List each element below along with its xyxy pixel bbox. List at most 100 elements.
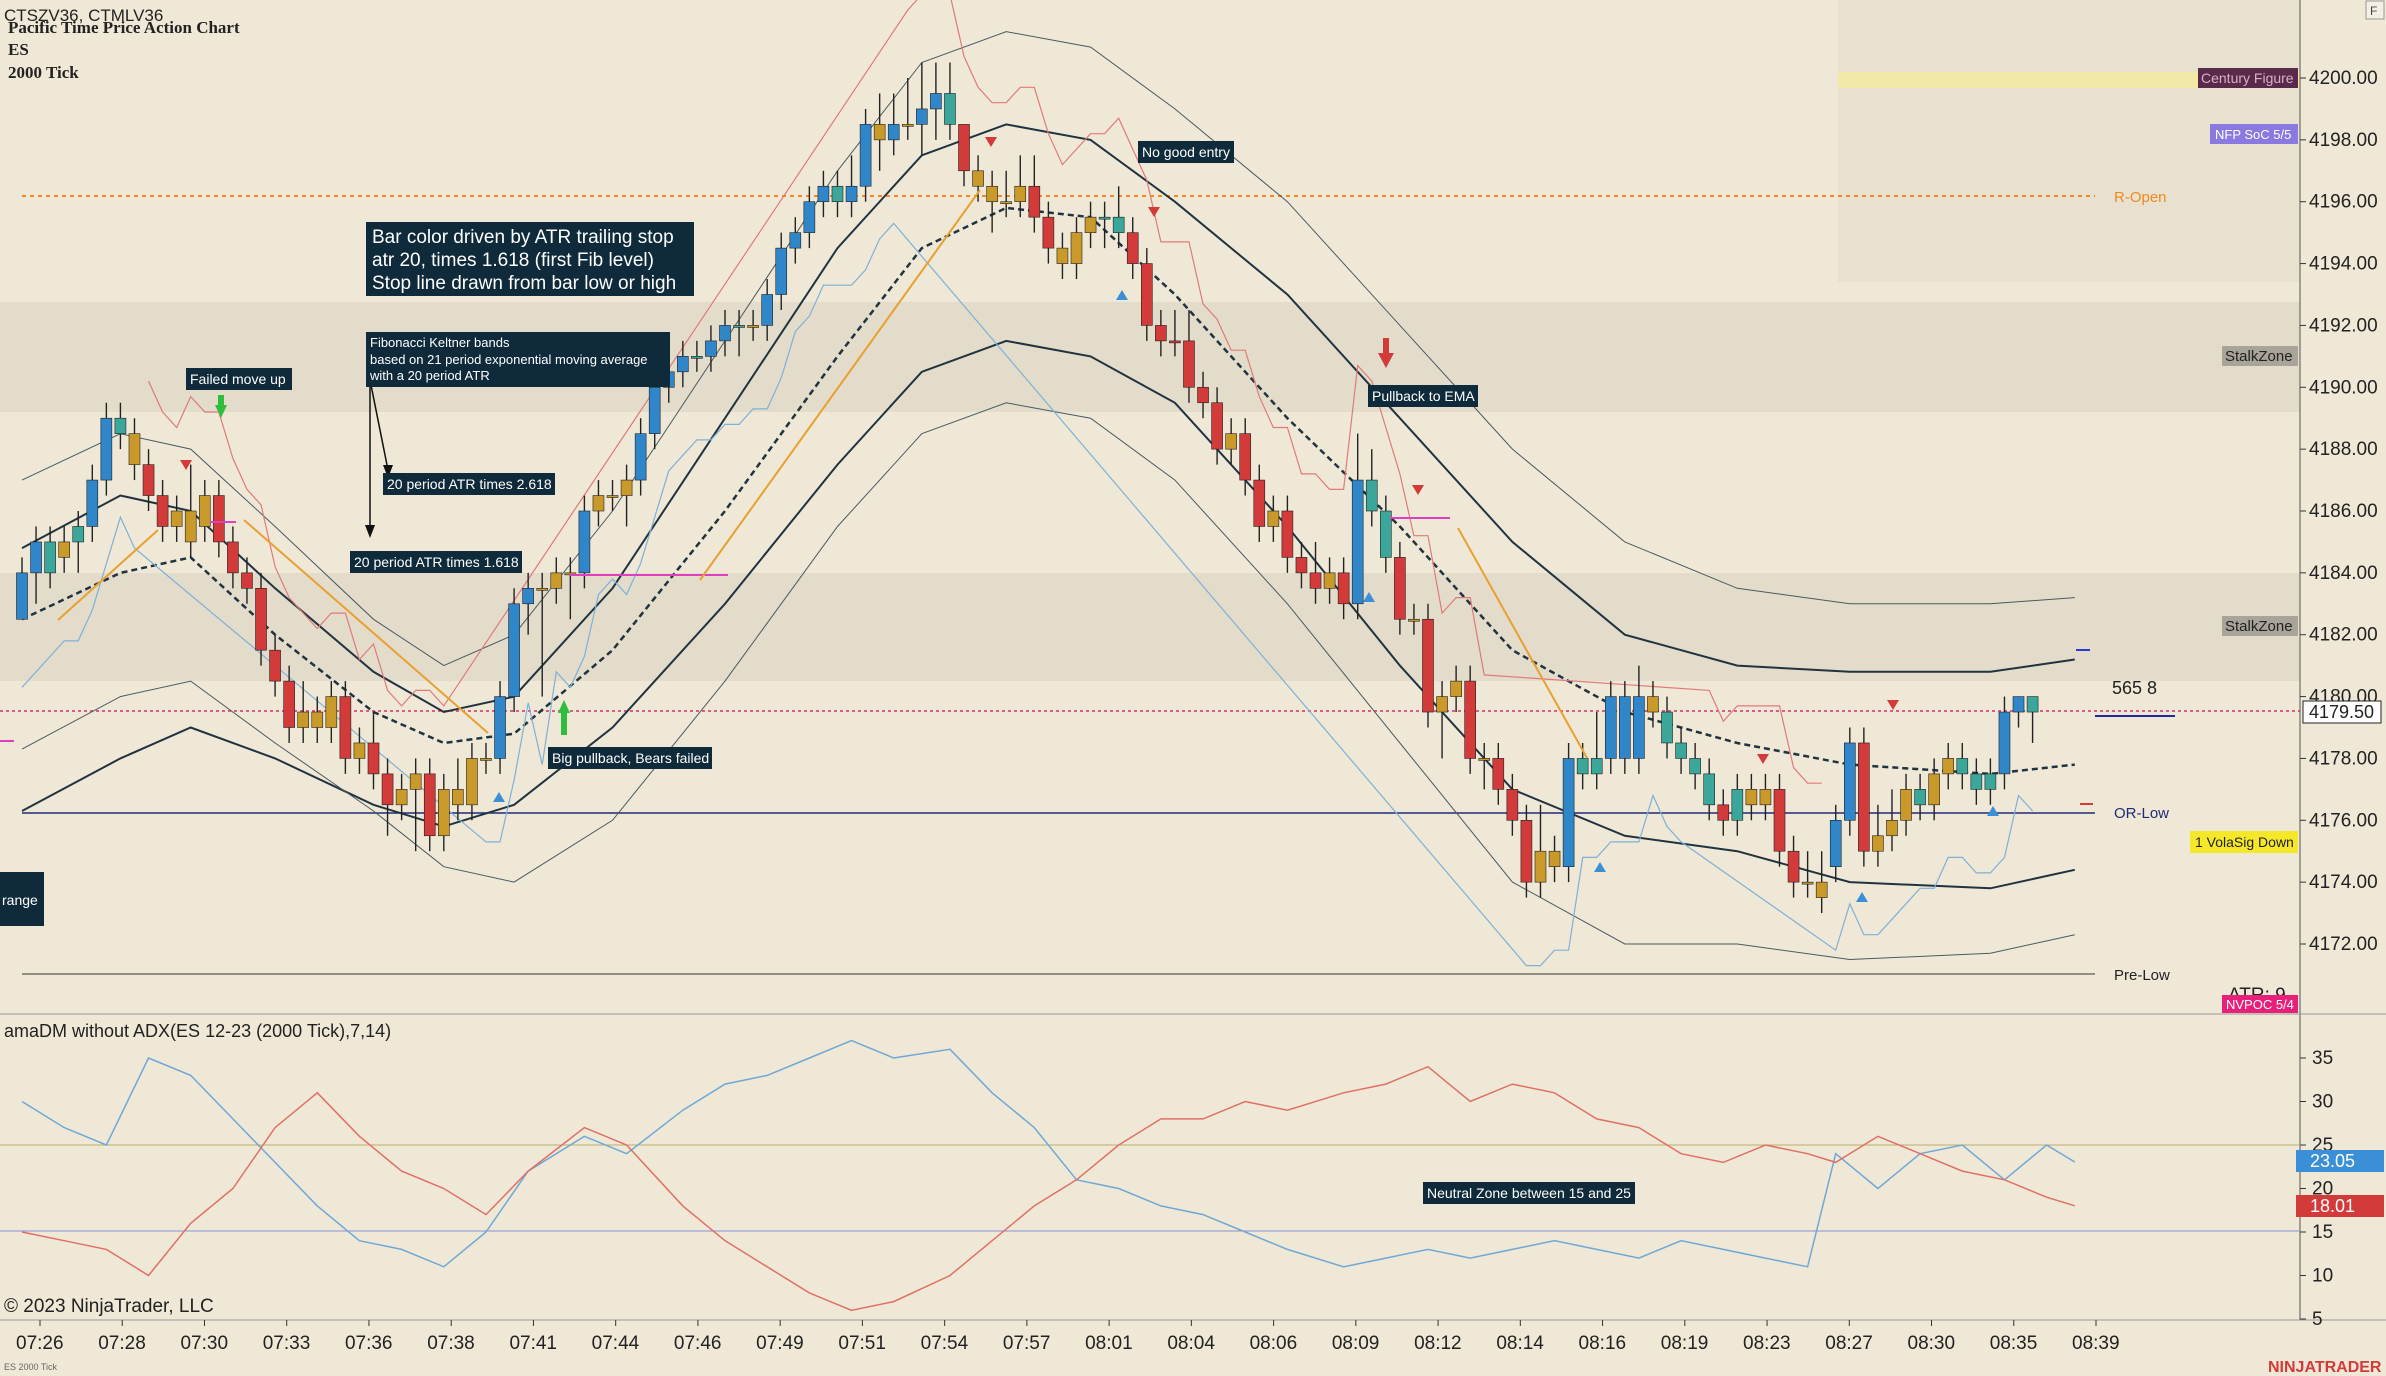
candle-body — [1703, 773, 1715, 806]
candle-body — [227, 541, 239, 574]
candle-body — [1956, 758, 1969, 775]
indicator-tick-label: 5 — [2312, 1309, 2323, 1330]
green-down-arrow — [215, 405, 227, 418]
candle-body — [1183, 340, 1195, 388]
candle-body — [817, 185, 830, 203]
price-tick-label: 4192.00 — [2309, 315, 2378, 336]
century-figure-badge — [2198, 68, 2298, 88]
candle-body — [1070, 232, 1083, 264]
long-signal-triangle — [1594, 862, 1606, 872]
candle-body — [339, 696, 352, 759]
green-arrow-shaft — [218, 395, 224, 406]
stalk-zone-lower — [0, 573, 2300, 681]
candle-body — [522, 588, 534, 605]
candle-body — [1211, 402, 1223, 450]
time-tick-label: 07:54 — [921, 1333, 969, 1354]
range-fragment-text: range — [2, 892, 38, 908]
candle-body — [958, 124, 970, 172]
indicator-tick-label: 35 — [2312, 1048, 2333, 1069]
time-tick-label: 07:26 — [16, 1333, 64, 1354]
current-price-label: 4179.50 — [2309, 702, 2374, 722]
pullback-ema-text: Pullback to EMA — [1372, 388, 1475, 404]
price-tick-label: 4188.00 — [2309, 439, 2378, 460]
candle-body — [1731, 789, 1744, 821]
volume-counter: 565 8 — [2112, 678, 2157, 698]
candle-body — [1506, 789, 1519, 821]
candle-body — [1365, 479, 1378, 512]
candle-body — [1590, 758, 1603, 775]
chart-period: 2000 Tick — [8, 63, 79, 82]
stalk-zone-label-2: StalkZone — [2225, 618, 2293, 635]
candle-body — [620, 479, 633, 496]
candle-body — [677, 356, 689, 373]
long-signal-triangle — [1987, 806, 1999, 816]
time-tick-label: 07:30 — [180, 1333, 228, 1354]
candle-body — [1759, 789, 1772, 806]
di-plus-value-label: 23.05 — [2310, 1151, 2355, 1171]
candle-body — [423, 773, 436, 837]
price-tick-label: 4196.00 — [2309, 192, 2378, 213]
candle-body — [859, 124, 872, 187]
candle-body — [452, 789, 464, 806]
candle-body — [1253, 479, 1266, 527]
candle-body — [1689, 758, 1701, 775]
candle-body — [1661, 711, 1673, 744]
candle-body — [901, 124, 914, 127]
candle-body — [536, 588, 549, 591]
candle-body — [986, 185, 998, 203]
candle-body — [1717, 804, 1730, 821]
indicator-tick-label: 10 — [2312, 1266, 2333, 1287]
green-up-arrow-shaft — [561, 712, 567, 735]
candle-body — [930, 93, 942, 110]
candle-body — [1084, 216, 1097, 233]
candle-body — [1647, 696, 1659, 713]
time-tick-label: 07:51 — [838, 1333, 886, 1354]
stalk-zone-badge-1 — [2222, 346, 2298, 366]
bar-color-note-line3: Stop line drawn from bar low or high — [372, 273, 676, 294]
candle-body — [2012, 696, 2025, 713]
candle-body — [44, 541, 56, 574]
pointer-arrowhead — [383, 465, 393, 478]
neutral-zone-text: Neutral Zone between 15 and 25 — [1427, 1185, 1631, 1201]
candle-body — [691, 356, 703, 359]
candle-body — [803, 201, 816, 233]
candle-body — [1548, 850, 1561, 867]
volasig-label: 1 VolaSig Down — [2195, 834, 2294, 850]
candle-body — [170, 510, 183, 527]
indicator-tick-label: 30 — [2312, 1092, 2333, 1113]
candle-body — [1942, 758, 1955, 775]
candle-body — [1872, 835, 1884, 852]
chart-symbol: ES — [8, 40, 29, 59]
candle-body — [72, 526, 85, 543]
atr-trail-stop-red — [147, 0, 1822, 784]
annotation-atr-2618: 20 period ATR times 2.618 — [383, 473, 555, 495]
annotation-pointers — [369, 379, 389, 535]
price-tick-label: 4174.00 — [2309, 872, 2378, 893]
keltner-note-line3: with a 20 period ATR — [369, 368, 490, 383]
short-signal-triangle — [180, 460, 192, 470]
candle-body — [1056, 247, 1069, 264]
time-tick-label: 08:09 — [1332, 1333, 1380, 1354]
candle-body — [156, 495, 169, 527]
candle-body — [1042, 216, 1055, 249]
candle-body — [1239, 433, 1252, 481]
time-tick-label: 08:39 — [2072, 1333, 2120, 1354]
candle-body — [353, 742, 366, 759]
time-tick-label: 07:57 — [1003, 1333, 1051, 1354]
candle-body — [1225, 433, 1237, 450]
candle-body — [1815, 881, 1828, 898]
di-minus-line — [21, 1065, 2076, 1312]
candle-body — [1351, 479, 1364, 605]
candle-body — [1928, 773, 1940, 806]
red-down-arrow — [1378, 353, 1394, 368]
candle-body — [648, 386, 661, 434]
keltner-lower-inner-band — [21, 339, 2076, 890]
candle-body — [1028, 185, 1041, 218]
candle-body — [719, 325, 731, 342]
corner-button[interactable]: F — [2365, 0, 2385, 20]
candle-body — [1492, 758, 1505, 790]
di-plus-value-marker: 23.05 — [2296, 1150, 2384, 1172]
time-tick-label: 07:36 — [345, 1333, 393, 1354]
time-tick-label: 07:46 — [674, 1333, 722, 1354]
candle-body — [1000, 201, 1013, 205]
